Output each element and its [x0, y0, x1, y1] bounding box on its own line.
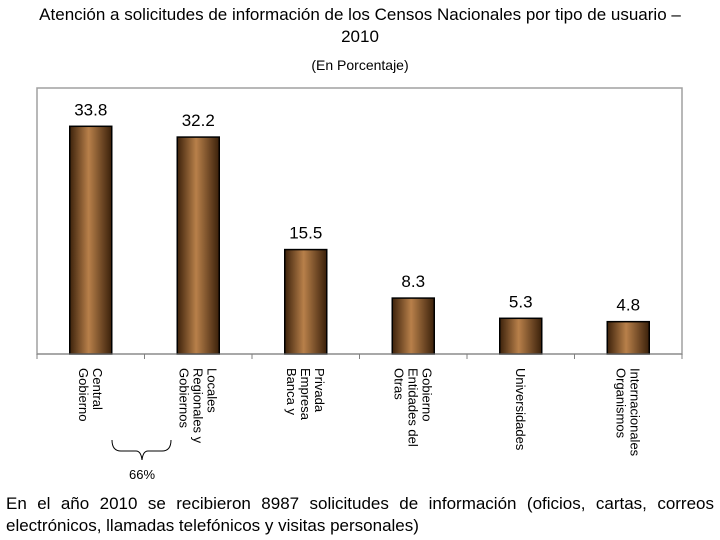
chart-title-line-1: Atención a solicitudes de información de…: [39, 5, 681, 24]
chart-title: Atención a solicitudes de información de…: [0, 4, 720, 48]
category-label-line: Gobierno: [76, 368, 91, 421]
bar-value-label: 32.2: [182, 111, 215, 130]
category-label-line: Entidades del: [405, 368, 420, 447]
category-label: Gobiernos Regionales y Locales: [176, 368, 219, 444]
bar-chart: 33.832.215.58.35.3 4.8 Gobierno Central Gob…: [36, 87, 683, 482]
value-labels-group: 33.8 32.2 15.5 8.3 5.3 4.8: [74, 100, 640, 314]
bars-group: [69, 125, 650, 355]
footer-text: En el año 2010 se recibieron 8987 solici…: [6, 494, 714, 535]
category-label: Universidades: [513, 368, 528, 451]
bar: [606, 320, 650, 355]
chart-title-line-2: 2010: [341, 27, 379, 46]
bar: [176, 136, 220, 355]
category-label-line: Privada: [312, 368, 327, 413]
category-label: Gobierno Central: [76, 368, 105, 421]
x-axis: [36, 353, 683, 359]
category-label-line: Gobiernos: [176, 368, 191, 428]
category-label-line: Internacionales: [627, 368, 642, 457]
category-label-line: Central: [90, 368, 105, 410]
bracket-label: 66%: [129, 467, 155, 482]
category-label: Otras Entidades del Gobierno: [391, 368, 434, 447]
bar-value-label: 33.8: [74, 100, 107, 119]
bar: [391, 297, 435, 355]
bar-value-label: 15.5: [289, 224, 322, 243]
bar-value-label: 5.3: [509, 292, 533, 311]
category-label-line: Regionales y: [190, 368, 205, 444]
chart-subtitle: (En Porcentaje): [311, 57, 409, 73]
bar-value-label: 4.8: [616, 296, 640, 315]
category-label-line: Gobierno: [419, 368, 434, 421]
plot-area: [36, 87, 683, 355]
category-label: Organismos Internacionales: [613, 368, 642, 457]
category-label-line: Universidades: [513, 368, 528, 451]
category-label-line: Locales: [204, 368, 219, 413]
category-label-line: Organismos: [613, 368, 628, 439]
category-labels-group: Gobierno Central Gobiernos Regionales y Loca…: [76, 368, 643, 457]
bar: [69, 125, 113, 355]
bracket: [111, 439, 172, 461]
category-label-line: Empresa: [298, 368, 313, 421]
bar-value-label: 8.3: [401, 272, 425, 291]
category-label-line: Otras: [391, 368, 406, 400]
category-label: Banca y Empresa Privada: [284, 368, 327, 421]
bar: [284, 248, 328, 355]
bar: [499, 317, 543, 355]
category-label-line: Banca y: [284, 368, 299, 415]
